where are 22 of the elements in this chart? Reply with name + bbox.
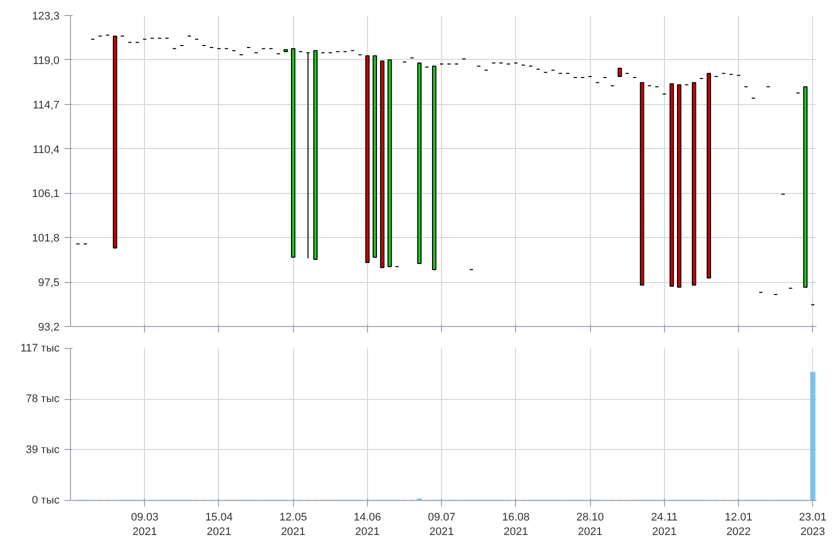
x-tick-label: 28.10 2021 [576,512,604,538]
y-tick-label: 110,4 [32,144,60,156]
x-tick-label: 23.01 2023 [799,512,827,538]
x-tick-label: 16.08 2021 [502,512,530,538]
y-tick-label: 93,2 [38,322,60,334]
y-tick-label: 101,8 [32,232,60,245]
y-tick-label: 117 тыс [20,342,60,354]
y-tick-label: 114,7 [32,99,60,112]
x-tick-label: 12.01 2022 [724,512,752,538]
x-tick-label: 15.04 2021 [205,512,233,538]
y-tick-label: 106,1 [32,188,60,200]
x-tick-label: 12.05 2021 [279,512,307,538]
y-tick-label: 123,3 [32,10,60,22]
x-tick-label: 09.07 2021 [428,512,456,538]
y-tick-label: 119,0 [32,54,60,67]
y-tick-label: 39 тыс [26,444,60,456]
y-tick-label: 0 тыс [32,494,60,506]
x-tick-label: 09.03 2021 [130,512,158,538]
x-tick-label: 24.11 2021 [650,512,678,538]
y-tick-label: 97,5 [38,277,60,290]
y-tick-label: 78 тыс [26,393,60,406]
x-tick-label: 14.06 2021 [354,512,382,538]
